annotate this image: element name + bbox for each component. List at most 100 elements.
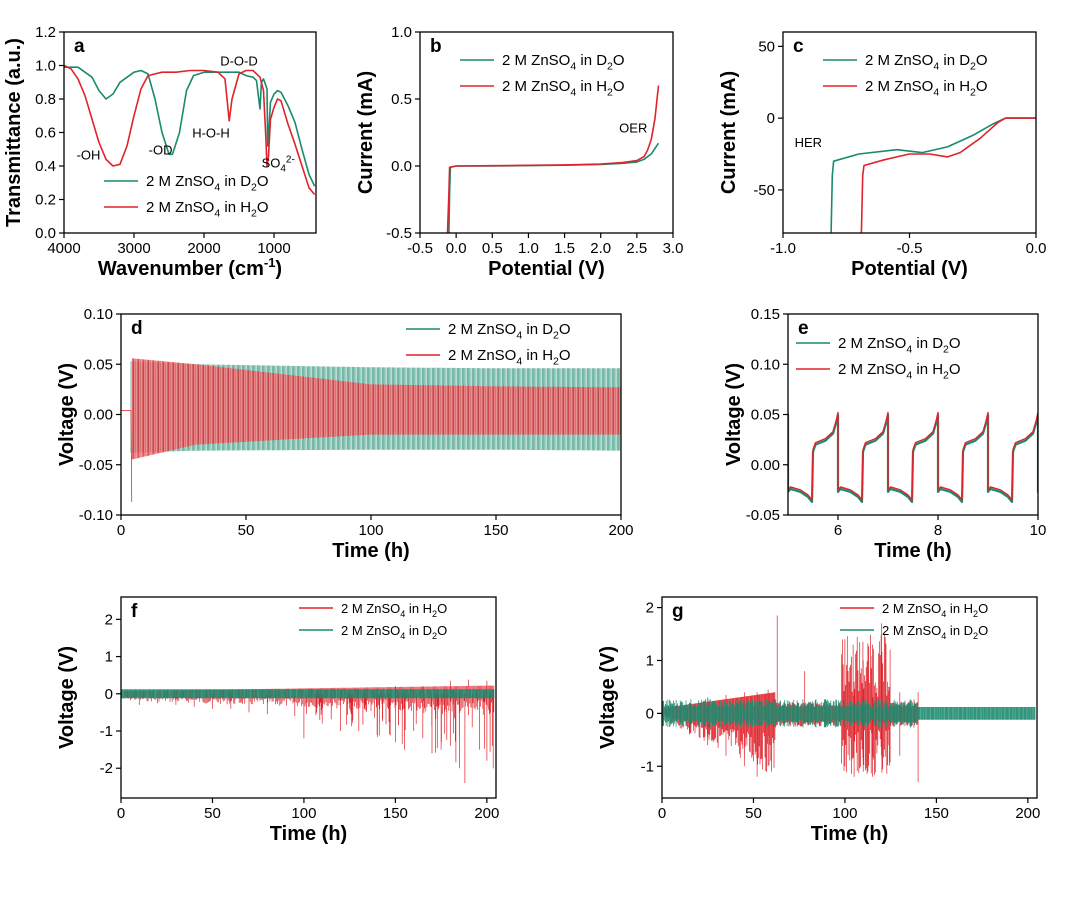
panel-letter: d xyxy=(131,318,143,339)
y-tick-label: 1.0 xyxy=(391,24,412,41)
y-tick-label: 0.8 xyxy=(35,91,56,108)
panel-f: 0 50 100 150 200 -2 -1 0 1 2 Time (h) Voltage (V) f 2… xyxy=(56,596,499,845)
y-tick-label: 1 xyxy=(105,649,113,666)
y-tick-label: 0.0 xyxy=(35,225,56,242)
plot-area-g xyxy=(662,615,1036,783)
y-tick-label: 1.0 xyxy=(35,58,56,75)
y-tick-label: 0.05 xyxy=(84,356,113,373)
legend: 2 M ZnSO4 in H2O 2 M ZnSO4 in D2O xyxy=(299,601,447,641)
y-tick-label: 1 xyxy=(646,652,654,669)
y-tick-label: 0.00 xyxy=(751,457,780,474)
y-tick-label: 0.10 xyxy=(84,306,113,323)
x-tick-label: 6 xyxy=(834,522,842,539)
x-axis-title: Time (h) xyxy=(332,540,409,562)
x-axis-title: Time (h) xyxy=(270,823,347,845)
annotation: -OH xyxy=(77,147,101,162)
x-tick-label: 200 xyxy=(1015,805,1040,822)
y-tick-label: 0.10 xyxy=(751,356,780,373)
panel-letter: e xyxy=(798,318,809,339)
x-axis-title: Wavenumber (cm-1) xyxy=(98,255,282,280)
y-tick-label: 0.00 xyxy=(84,407,113,424)
legend-label-d2o: 2 M ZnSO4 in D2O xyxy=(341,623,447,641)
legend: 2 M ZnSO4 in D2O 2 M ZnSO4 in H2O xyxy=(104,173,269,220)
y-tick-label: 50 xyxy=(758,38,775,55)
y-tick-label: 0 xyxy=(646,705,654,722)
x-tick-label: 150 xyxy=(383,805,408,822)
series-line-d2o xyxy=(64,66,316,187)
x-tick-label: -1.0 xyxy=(770,240,796,257)
panel-letter: b xyxy=(430,36,442,57)
panel-letter: a xyxy=(74,36,85,57)
x-tick-label: -0.5 xyxy=(897,240,923,257)
plot-area-b xyxy=(446,85,660,233)
y-axis-title: Voltage (V) xyxy=(723,363,745,466)
y-tick-label: 2 xyxy=(105,611,113,628)
y-tick-label: 0.4 xyxy=(35,158,56,175)
panel-g: 0 50 100 150 200 -1 0 1 2 Time (h) Voltage (V) g 2 M… xyxy=(597,596,1040,845)
x-tick-label: 50 xyxy=(204,805,221,822)
x-axis-title: Time (h) xyxy=(874,540,951,562)
x-tick-label: 200 xyxy=(608,522,633,539)
x-tick-label: 50 xyxy=(745,805,762,822)
x-tick-label: 0 xyxy=(117,522,125,539)
legend-label-d2o: 2 M ZnSO4 in D2O xyxy=(448,321,571,342)
series-line-h2o xyxy=(446,85,660,233)
y-tick-label: 0.0 xyxy=(391,158,412,175)
x-tick-label: 0 xyxy=(117,805,125,822)
panel-letter: g xyxy=(672,601,684,622)
panel-letter: f xyxy=(131,601,138,622)
annotation: D-O-D xyxy=(220,54,258,69)
y-tick-label: 0.2 xyxy=(35,192,56,209)
x-tick-label: 2000 xyxy=(187,240,220,257)
x-tick-label: 200 xyxy=(474,805,499,822)
plot-frame xyxy=(661,596,1038,799)
legend: 2 M ZnSO4 in D2O 2 M ZnSO4 in H2O xyxy=(823,52,988,99)
panel-d: 0 50 100 150 200 -0.10 -0.05 0.00 0.05 0.10 Time (… xyxy=(56,306,634,562)
y-axis-title: Current (mA) xyxy=(355,71,377,194)
legend-label-d2o: 2 M ZnSO4 in D2O xyxy=(146,173,269,194)
series-line-h2o xyxy=(64,64,316,196)
y-tick-label: 1.2 xyxy=(35,24,56,41)
y-axis-title: Voltage (V) xyxy=(597,646,619,749)
legend-label-h2o: 2 M ZnSO4 in H2O xyxy=(882,601,988,619)
panel-c: -1.0 -0.5 0.0 -50 0 50 Potential (V) Current (m… xyxy=(718,31,1047,280)
annotation: H-O-H xyxy=(192,126,230,141)
panel-b: -0.5 0.0 0.5 1.0 1.5 2.0 2.5 3.0-0.50.00.51.0Po… xyxy=(355,24,683,280)
legend-label-d2o: 2 M ZnSO4 in D2O xyxy=(838,335,961,356)
plot-frame xyxy=(419,31,674,234)
plot-area-a xyxy=(64,64,316,196)
series-line-d2o xyxy=(662,699,1036,728)
y-tick-label: 0 xyxy=(105,686,113,703)
legend-label-h2o: 2 M ZnSO4 in H2O xyxy=(146,199,269,220)
plot-area-d xyxy=(121,358,621,502)
x-tick-label: 0.0 xyxy=(1026,240,1047,257)
series-line-h2o xyxy=(860,117,1036,233)
legend-label-h2o: 2 M ZnSO4 in H2O xyxy=(838,361,961,382)
x-tick-label: 0.0 xyxy=(446,240,467,257)
legend-label-h2o: 2 M ZnSO4 in H2O xyxy=(341,601,447,619)
panel-letter: c xyxy=(793,36,804,57)
x-tick-label: 2.0 xyxy=(590,240,611,257)
panel-e: 6 8 10 -0.05 0.00 0.05 0.10 0.15 Time (h) Voltage… xyxy=(723,306,1046,562)
legend: 2 M ZnSO4 in H2O 2 M ZnSO4 in D2O xyxy=(840,601,988,641)
series-line-h2o xyxy=(662,615,919,783)
x-tick-label: 150 xyxy=(924,805,949,822)
legend: 2 M ZnSO4 in D2O 2 M ZnSO4 in H2O xyxy=(796,335,961,382)
legend: 2 M ZnSO4 in D2O 2 M ZnSO4 in H2O xyxy=(460,52,625,99)
plot-area-e xyxy=(788,411,1038,503)
y-tick-label: -0.05 xyxy=(79,457,113,474)
series-line-h2o xyxy=(121,358,621,502)
legend-label-h2o: 2 M ZnSO4 in H2O xyxy=(865,78,988,99)
x-tick-label: 100 xyxy=(832,805,857,822)
x-tick-label: 1000 xyxy=(257,240,290,257)
x-tick-label: 3.0 xyxy=(663,240,684,257)
y-tick-label: -50 xyxy=(753,182,775,199)
annotation: SO42- xyxy=(262,155,295,175)
x-tick-label: 50 xyxy=(238,522,255,539)
y-tick-label: 0 xyxy=(767,110,775,127)
y-axis-title: Current (mA) xyxy=(718,71,740,194)
x-axis-title: Potential (V) xyxy=(488,258,605,280)
x-tick-label: 2.5 xyxy=(626,240,647,257)
x-tick-label: 100 xyxy=(291,805,316,822)
